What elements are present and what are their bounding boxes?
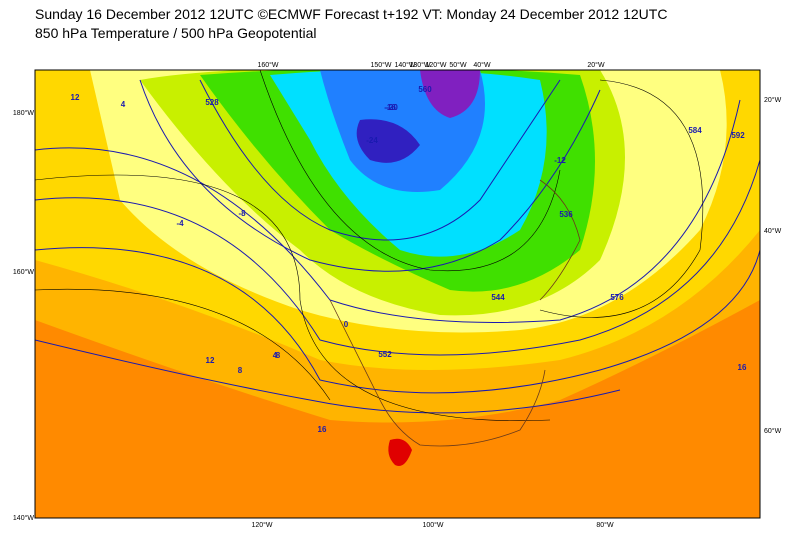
contour-label: 528	[205, 98, 219, 107]
contour-label: 544	[491, 293, 505, 302]
contour-label: 12	[71, 93, 80, 102]
contour-label: 16	[318, 425, 327, 434]
contour-label: 16	[738, 363, 747, 372]
contour-label: -4	[176, 219, 184, 228]
top-lon-label: 120°W	[425, 61, 446, 69]
bottom-lon-label: 120°W	[251, 521, 272, 529]
contour-label: 576	[610, 293, 624, 302]
top-lon-label: 160°W	[257, 61, 278, 69]
contour-label: 4	[121, 100, 126, 109]
top-lon-label: 20°W	[587, 61, 605, 69]
contour-label: 8	[238, 366, 243, 375]
top-lon-label: 140°W	[394, 61, 415, 69]
title: Sunday 16 December 2012 12UTC ©ECMWF For…	[35, 6, 667, 22]
contour-label: -24	[366, 136, 378, 145]
contour-label: 584	[688, 126, 702, 135]
subtitle: 850 hPa Temperature / 500 hPa Geopotenti…	[35, 25, 317, 41]
top-lon-label: 50°W	[449, 61, 467, 69]
contour-label: 12	[206, 356, 215, 365]
top-lon-label: 150°W	[370, 61, 391, 69]
map-frame	[34, 69, 761, 519]
contour-label: -20	[386, 103, 398, 112]
right-lat-label: 40°W	[764, 227, 782, 235]
left-lat-label: 140°W	[13, 514, 34, 522]
top-lon-label: 40°W	[473, 61, 491, 69]
left-lat-label: 160°W	[13, 268, 34, 276]
map-area	[35, 70, 760, 518]
contour-label: -16	[384, 103, 396, 112]
contour-label: 4	[273, 351, 278, 360]
top-lon-label: 130°W	[409, 61, 430, 69]
contour-label: 536	[559, 210, 573, 219]
right-lat-label: 60°W	[764, 427, 782, 435]
contour-label: -8	[238, 209, 246, 218]
contour-label: 8	[276, 351, 281, 360]
contour-label: 0	[344, 320, 349, 329]
contour-label: 560	[418, 85, 432, 94]
right-lat-label: 20°W	[764, 96, 782, 104]
bottom-lon-label: 100°W	[422, 521, 443, 529]
contour-label: 592	[731, 131, 745, 140]
bottom-lon-label: 80°W	[596, 521, 614, 529]
left-lat-label: 180°W	[13, 109, 34, 117]
contour-label: 552	[378, 350, 392, 359]
contour-label: -12	[554, 156, 566, 165]
